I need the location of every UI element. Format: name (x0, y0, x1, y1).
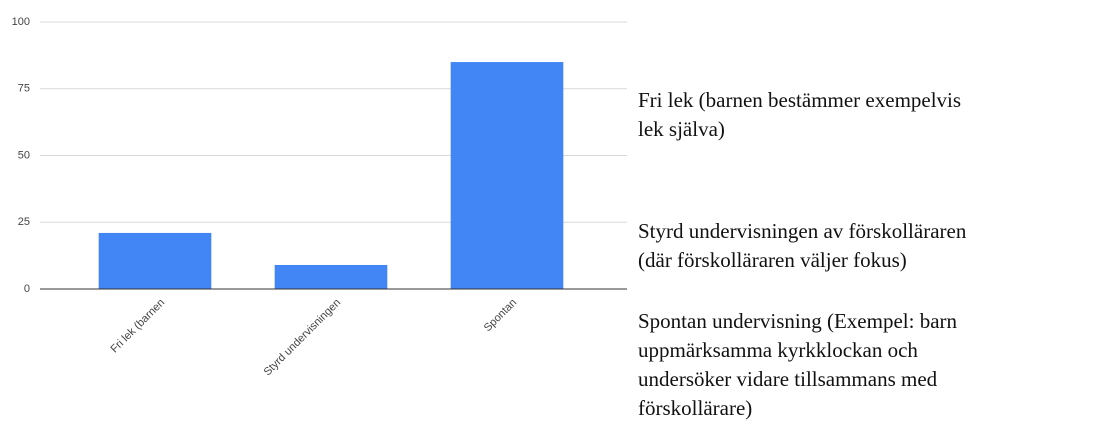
y-tick-label: 25 (18, 216, 30, 228)
x-tick-label: Spontan (482, 297, 519, 334)
note-line: Fri lek (barnen bestämmer exempelvis (638, 88, 961, 112)
note-line: Styrd undervisningen av förskolläraren (638, 219, 967, 243)
x-tick-label: Fri lek (barnen (109, 297, 168, 356)
x-tick-label: Styrd undervisningen (262, 297, 344, 379)
bar (450, 62, 564, 289)
y-tick-label: 75 (18, 83, 30, 95)
bar (98, 232, 212, 289)
y-tick-label: 100 (12, 16, 30, 28)
note-line: undersöker vidare tillsammans med (638, 367, 938, 391)
note-line: Spontan undervisning (Exempel: barn (638, 309, 958, 333)
bar (274, 264, 388, 289)
note-line: (där förskolläraren väljer fokus) (638, 248, 907, 272)
note-line: förskollärare) (638, 396, 752, 420)
note-line: uppmärksamma kyrkklockan och (638, 338, 918, 362)
y-tick-label: 50 (18, 149, 30, 161)
y-tick-label: 0 (24, 283, 30, 295)
note-line: lek själva) (638, 117, 725, 141)
